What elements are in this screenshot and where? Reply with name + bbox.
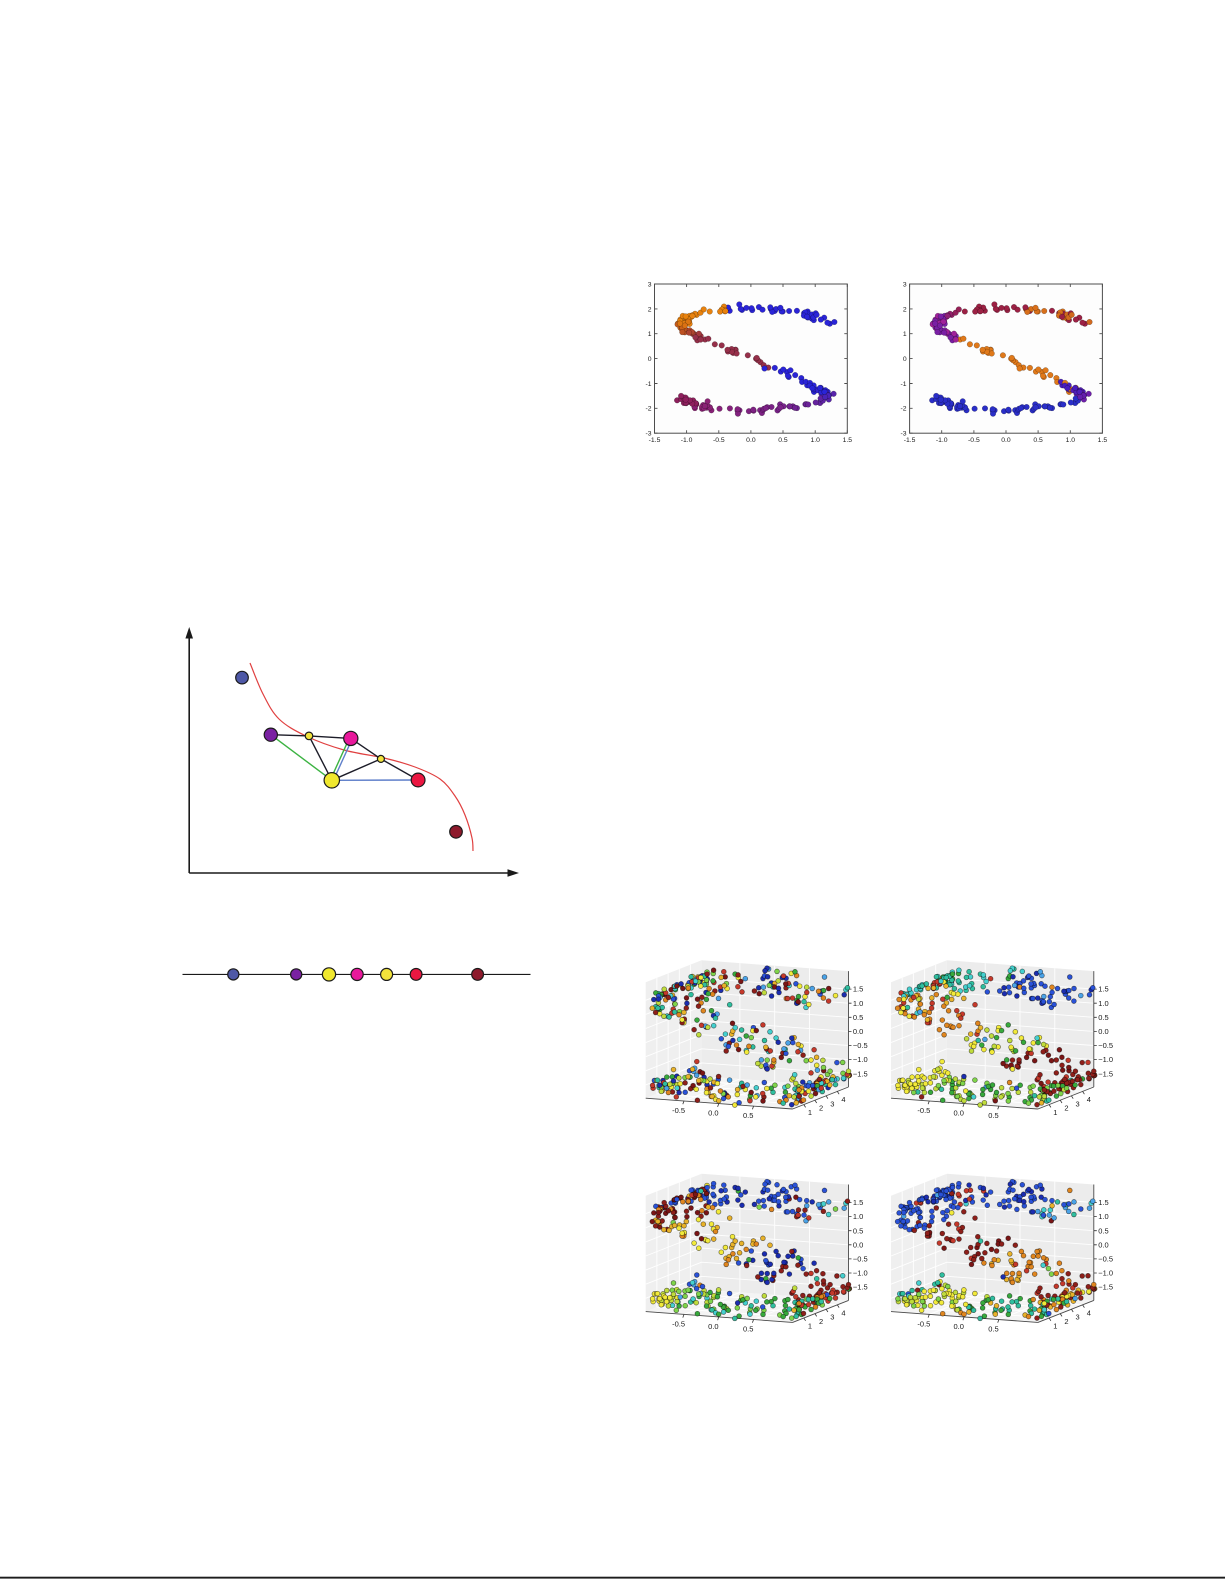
svg-text:-0.5: -0.5 — [672, 1106, 685, 1115]
svg-text:−0.5: −0.5 — [1098, 1041, 1113, 1050]
svg-text:0.5: 0.5 — [853, 1013, 863, 1022]
svg-text:−1.0: −1.0 — [853, 1055, 868, 1064]
svg-text:1: 1 — [808, 1322, 812, 1331]
svg-text:1.0: 1.0 — [853, 1212, 863, 1221]
svg-text:1: 1 — [903, 331, 907, 338]
svg-text:-1: -1 — [645, 381, 651, 388]
svg-text:0.0: 0.0 — [853, 1027, 863, 1036]
svg-text:0.5: 0.5 — [1033, 437, 1043, 444]
svg-text:-0.5: -0.5 — [672, 1319, 685, 1328]
svg-text:1.5: 1.5 — [853, 1198, 863, 1207]
svg-text:0.0: 0.0 — [853, 1240, 863, 1249]
svg-text:4: 4 — [841, 1095, 845, 1104]
svg-text:0.5: 0.5 — [743, 1111, 753, 1120]
svg-text:2: 2 — [903, 306, 907, 313]
svg-text:2: 2 — [1064, 1317, 1068, 1326]
svg-text:−1.0: −1.0 — [1098, 1269, 1113, 1278]
svg-text:0.0: 0.0 — [1098, 1027, 1108, 1036]
svg-text:1.5: 1.5 — [1098, 985, 1108, 994]
svg-text:1.0: 1.0 — [1098, 1212, 1108, 1221]
svg-text:-1.0: -1.0 — [936, 437, 948, 444]
svg-text:1.5: 1.5 — [843, 437, 853, 444]
svg-text:-0.5: -0.5 — [713, 437, 725, 444]
svg-text:0.5: 0.5 — [1098, 1013, 1108, 1022]
svg-text:-2: -2 — [901, 406, 907, 413]
svg-text:-0.5: -0.5 — [917, 1319, 930, 1328]
svg-text:−1.5: −1.5 — [1098, 1283, 1113, 1292]
svg-text:1: 1 — [808, 1108, 812, 1117]
svg-text:0: 0 — [903, 356, 907, 363]
svg-text:0: 0 — [648, 356, 652, 363]
svg-text:-3: -3 — [645, 431, 651, 438]
svg-text:2: 2 — [1064, 1104, 1068, 1113]
svg-text:3: 3 — [648, 281, 652, 288]
svg-text:0.5: 0.5 — [743, 1325, 753, 1334]
svg-text:1.5: 1.5 — [853, 985, 863, 994]
svg-text:3: 3 — [830, 1099, 834, 1108]
svg-text:1.0: 1.0 — [853, 999, 863, 1008]
svg-text:0.5: 0.5 — [778, 437, 788, 444]
svg-text:3: 3 — [1076, 1313, 1080, 1322]
svg-text:4: 4 — [1087, 1095, 1091, 1104]
svg-text:−1.0: −1.0 — [1098, 1055, 1113, 1064]
svg-text:4: 4 — [1087, 1308, 1091, 1317]
svg-text:0.5: 0.5 — [988, 1325, 998, 1334]
svg-text:−1.5: −1.5 — [853, 1283, 868, 1292]
svg-text:1.5: 1.5 — [1098, 437, 1108, 444]
svg-text:0.0: 0.0 — [1001, 437, 1011, 444]
svg-text:0.0: 0.0 — [953, 1109, 963, 1118]
svg-text:1.0: 1.0 — [810, 437, 820, 444]
svg-text:1: 1 — [1053, 1108, 1057, 1117]
svg-text:-1: -1 — [901, 381, 907, 388]
svg-text:-2: -2 — [645, 406, 651, 413]
svg-text:0.0: 0.0 — [953, 1322, 963, 1331]
svg-text:1.0: 1.0 — [1066, 437, 1076, 444]
svg-text:3: 3 — [830, 1313, 834, 1322]
svg-text:2: 2 — [819, 1317, 823, 1326]
svg-text:−0.5: −0.5 — [1098, 1255, 1113, 1264]
svg-text:-0.5: -0.5 — [968, 437, 980, 444]
svg-text:0.5: 0.5 — [988, 1111, 998, 1120]
svg-text:1: 1 — [1053, 1322, 1057, 1331]
svg-text:−0.5: −0.5 — [853, 1255, 868, 1264]
svg-text:2: 2 — [648, 306, 652, 313]
svg-text:3: 3 — [903, 281, 907, 288]
svg-text:1.5: 1.5 — [1098, 1198, 1108, 1207]
svg-text:1.0: 1.0 — [1098, 999, 1108, 1008]
svg-text:-3: -3 — [901, 431, 907, 438]
svg-text:-1.0: -1.0 — [681, 437, 693, 444]
svg-text:−1.5: −1.5 — [853, 1069, 868, 1078]
svg-text:3: 3 — [1076, 1099, 1080, 1108]
svg-text:−1.0: −1.0 — [853, 1269, 868, 1278]
svg-text:−1.5: −1.5 — [1098, 1069, 1113, 1078]
svg-text:0.0: 0.0 — [708, 1109, 718, 1118]
svg-text:1: 1 — [648, 331, 652, 338]
svg-text:2: 2 — [819, 1104, 823, 1113]
svg-text:-0.5: -0.5 — [917, 1106, 930, 1115]
svg-text:4: 4 — [841, 1308, 845, 1317]
svg-text:-1.5: -1.5 — [649, 437, 661, 444]
svg-text:0.0: 0.0 — [1098, 1240, 1108, 1249]
svg-text:0.0: 0.0 — [746, 437, 756, 444]
svg-text:0.5: 0.5 — [1098, 1226, 1108, 1235]
svg-text:0.0: 0.0 — [708, 1322, 718, 1331]
svg-text:-1.5: -1.5 — [904, 437, 916, 444]
svg-text:−0.5: −0.5 — [853, 1041, 868, 1050]
svg-text:0.5: 0.5 — [853, 1226, 863, 1235]
